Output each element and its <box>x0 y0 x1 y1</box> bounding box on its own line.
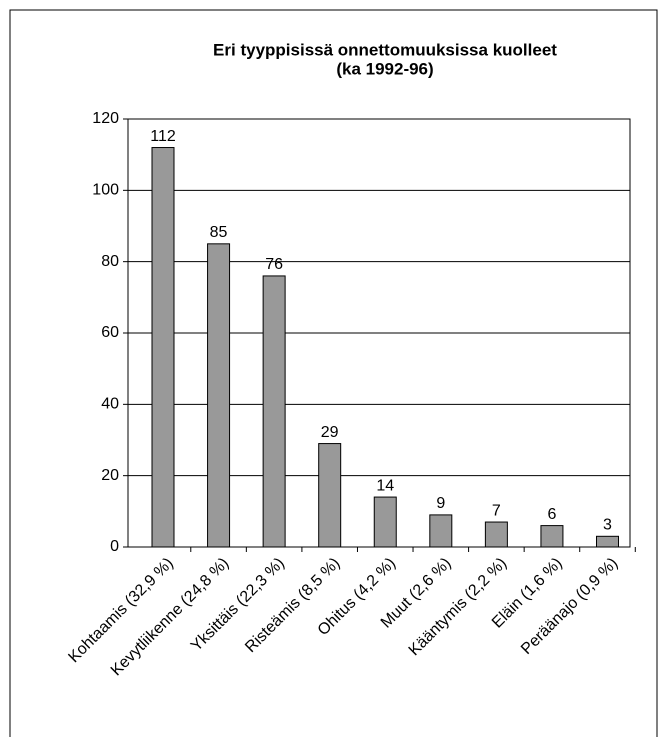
value-label: 112 <box>150 128 176 145</box>
y-tick-label: 80 <box>101 253 119 270</box>
y-tick-label: 40 <box>101 396 119 413</box>
y-tick-label: 60 <box>101 324 119 341</box>
value-label: 3 <box>603 517 612 534</box>
y-tick-label: 120 <box>92 110 119 127</box>
x-tick-label: Kääntymis (2,2 %) <box>406 555 510 659</box>
value-label: 6 <box>547 506 556 523</box>
bar <box>207 243 231 548</box>
value-label: 85 <box>210 224 228 241</box>
value-label: 7 <box>492 502 501 519</box>
bar <box>318 443 342 548</box>
x-tick-label: Kohtaamis (32,9 %) <box>65 555 176 666</box>
bar <box>373 496 397 548</box>
bar <box>151 147 175 548</box>
y-tick-label: 0 <box>110 538 119 555</box>
chart-title: Eri tyyppisissä onnettomuuksissa kuollee… <box>213 40 557 59</box>
x-tick-label: Peräänajo (0,9 %) <box>518 555 621 658</box>
value-label: 9 <box>436 495 445 512</box>
x-tick-label: Yksittäis (22,3 %) <box>188 555 288 655</box>
y-tick-label: 100 <box>92 182 119 199</box>
bar <box>540 525 564 548</box>
bar <box>484 521 508 548</box>
value-label: 76 <box>265 256 283 273</box>
bar <box>429 514 453 548</box>
chart-subtitle: (ka 1992-96) <box>336 59 433 78</box>
value-label: 29 <box>321 424 339 441</box>
x-tick-label: Risteämis (8,5 %) <box>242 555 343 656</box>
bar <box>262 275 286 548</box>
chart-frame <box>9 9 658 737</box>
value-label: 14 <box>376 477 394 494</box>
bar <box>596 535 619 548</box>
y-tick-label: 20 <box>101 467 119 484</box>
